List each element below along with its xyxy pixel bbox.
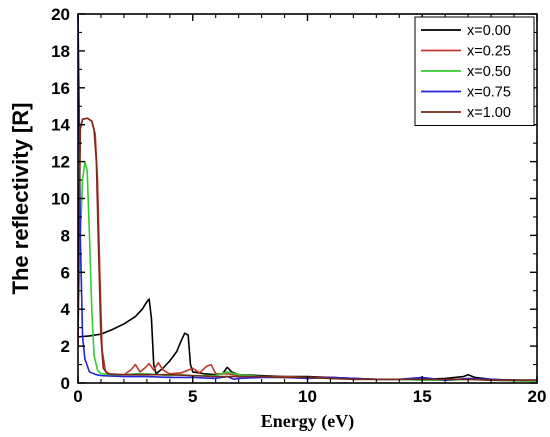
y-tick-label: 6 (61, 263, 70, 282)
legend-label-2: x=0.50 (467, 64, 511, 80)
y-axis-title: The reflectivity [R] (8, 103, 33, 295)
legend-label-0: x=0.00 (467, 23, 511, 39)
y-tick-label: 20 (51, 5, 70, 24)
series-line-1 (78, 117, 537, 382)
y-tick-label: 16 (51, 79, 70, 98)
series-line-0 (78, 298, 537, 382)
legend-label-4: x=1.00 (467, 105, 511, 121)
legend-label-1: x=0.25 (467, 44, 511, 60)
x-axis-title: Energy (eV) (261, 411, 354, 432)
tick-labels-layer: 0 5 10 15 20 0 2 4 6 8 10 12 14 16 18 20 (51, 5, 546, 406)
y-tick-label: 18 (51, 42, 70, 61)
y-tick-label: 14 (51, 116, 70, 135)
y-tick-label: 4 (61, 300, 71, 319)
y-tick-label: 2 (61, 337, 70, 356)
x-tick-label: 10 (298, 387, 317, 406)
series-line-4 (78, 117, 537, 382)
x-tick-label: 15 (413, 387, 432, 406)
series-line-2 (78, 160, 537, 382)
legend: x=0.00 x=0.25 x=0.50 x=0.75 x=1.00 (414, 16, 535, 126)
y-tick-label: 0 (61, 374, 70, 393)
y-tick-label: 10 (51, 190, 70, 209)
y-tick-label: 8 (61, 226, 70, 245)
series-line-3 (78, 14, 537, 382)
y-tick-label: 12 (51, 153, 70, 172)
legend-label-3: x=0.75 (467, 85, 511, 101)
x-tick-label: 5 (188, 387, 197, 406)
x-tick-label: 0 (73, 387, 82, 406)
x-tick-label: 20 (528, 387, 547, 406)
